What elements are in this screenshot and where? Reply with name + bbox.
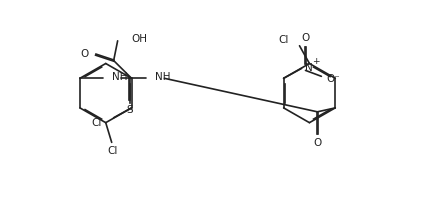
Text: +: +: [312, 57, 319, 66]
Text: Cl: Cl: [107, 146, 118, 156]
Text: Cl: Cl: [278, 35, 289, 45]
Text: N: N: [305, 63, 313, 73]
Text: S: S: [126, 105, 133, 115]
Text: O⁻: O⁻: [326, 74, 340, 84]
Text: NH: NH: [156, 72, 171, 82]
Text: O: O: [301, 33, 309, 43]
Text: OH: OH: [132, 34, 148, 44]
Text: O: O: [80, 49, 89, 59]
Text: NH: NH: [112, 72, 127, 82]
Text: Cl: Cl: [91, 118, 102, 128]
Text: O: O: [313, 138, 321, 148]
